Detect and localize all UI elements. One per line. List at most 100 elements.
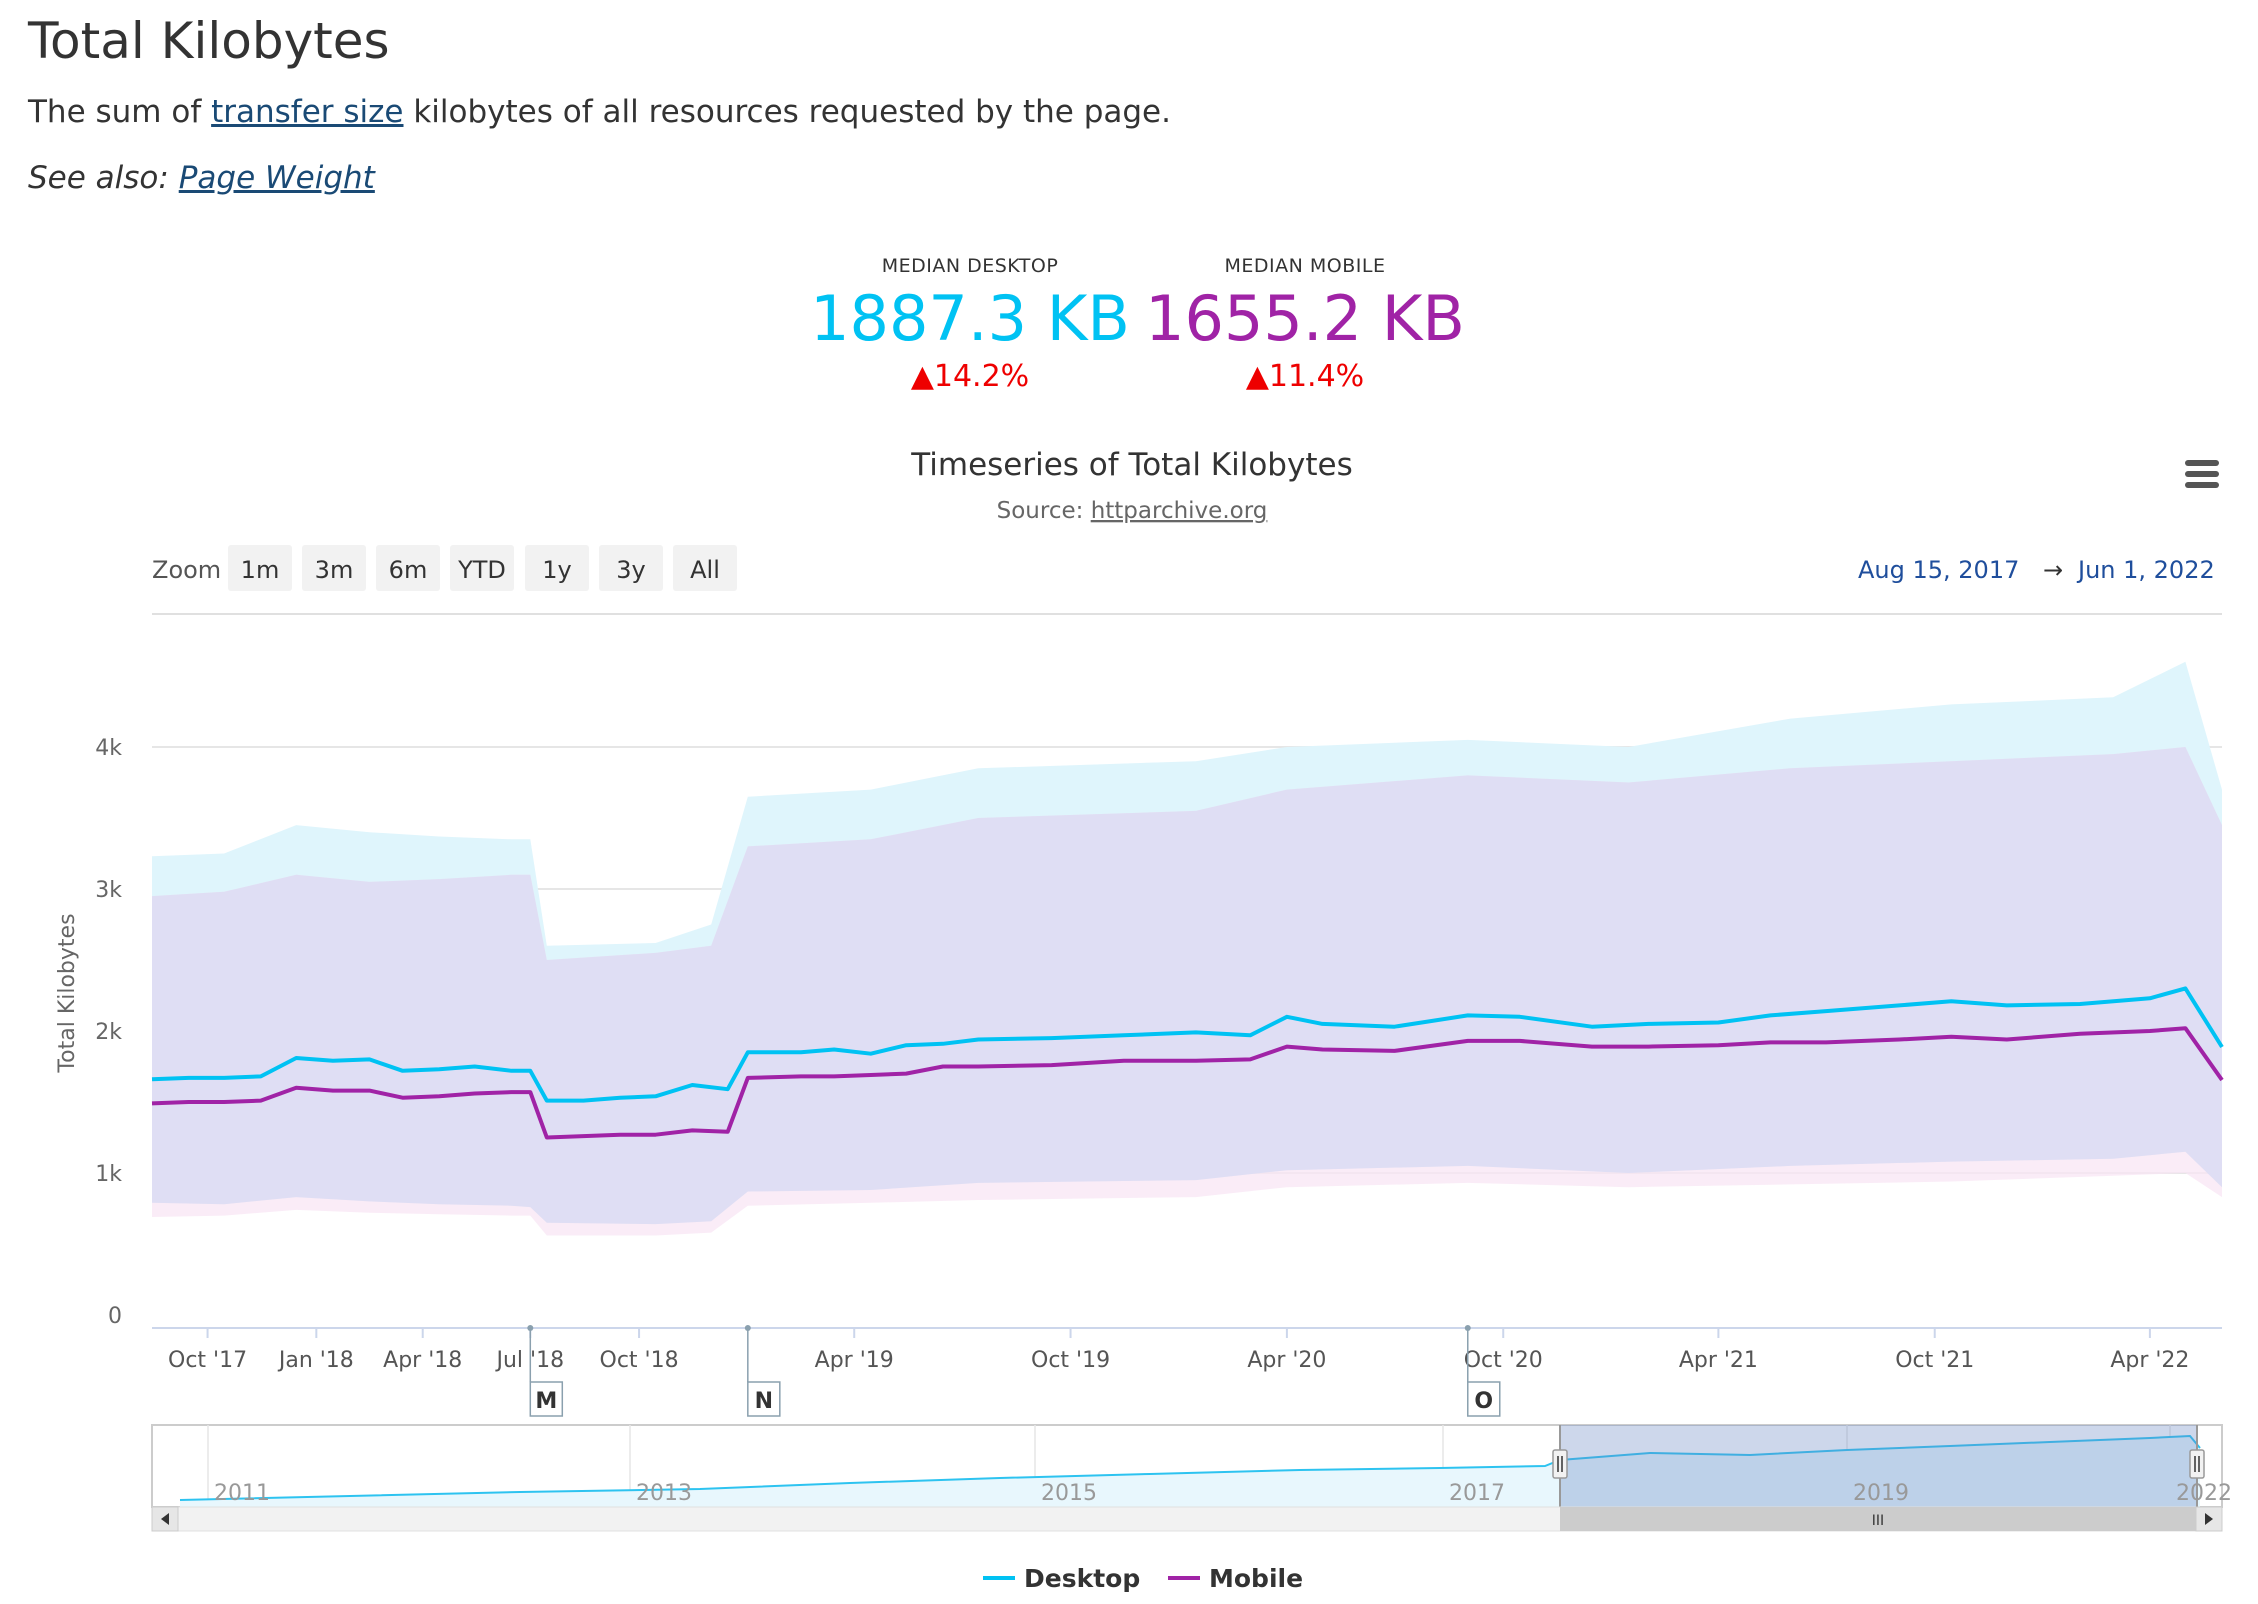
zoom-button-group: 1m 3m 6m YTD 1y 3y All bbox=[228, 545, 737, 591]
legend-item-mobile[interactable]: Mobile bbox=[1168, 1564, 1303, 1593]
x-tick-label: Oct '19 bbox=[1031, 1348, 1110, 1373]
median-desktop-metric: MEDIAN DESKTOP 1887.3 KB ▲14.2% bbox=[770, 255, 1170, 394]
zoom-button-bg bbox=[599, 545, 663, 591]
zoom-button-label: 6m bbox=[389, 556, 428, 584]
zoom-button-label: 1m bbox=[241, 556, 280, 584]
chevron-left-icon bbox=[161, 1513, 169, 1525]
median-mobile-label: MEDIAN MOBILE bbox=[1224, 255, 1386, 277]
zoom-button-all[interactable]: All bbox=[673, 545, 737, 591]
flag-box bbox=[1467, 1381, 1501, 1417]
legend-item-desktop[interactable]: Desktop bbox=[983, 1564, 1140, 1593]
navigator-year-label: 2022 bbox=[2176, 1481, 2232, 1506]
timeseries-chart: Timeseries of Total Kilobytes Source: ht… bbox=[0, 430, 2258, 1600]
zoom-button-label: All bbox=[690, 556, 720, 584]
range-bands bbox=[152, 661, 2222, 1236]
mobile-series-line bbox=[151, 1026, 2224, 1140]
desktop-series-line bbox=[151, 986, 2224, 1103]
x-tick-label: Oct '21 bbox=[1895, 1348, 1974, 1373]
y-tick-label: 4k bbox=[95, 736, 122, 761]
chart-canvas: Timeseries of Total Kilobytes Source: ht… bbox=[55, 447, 2232, 1593]
chart-title: Timeseries of Total Kilobytes bbox=[910, 447, 1352, 483]
median-mobile-metric: MEDIAN MOBILE 1655.2 KB ▲11.4% bbox=[1105, 255, 1505, 394]
flag-anchor bbox=[744, 1325, 751, 1331]
y-axis-title: Total Kilobytes bbox=[55, 913, 80, 1073]
navigator-year-label: 2011 bbox=[214, 1481, 270, 1506]
description-suffix: kilobytes of all resources requested by … bbox=[413, 94, 1171, 130]
flag-box bbox=[747, 1381, 781, 1417]
see-also: See also: Page Weight bbox=[28, 160, 375, 196]
transfer-size-link[interactable]: transfer size bbox=[211, 94, 404, 130]
range-to-date[interactable]: Jun 1, 2022 bbox=[2076, 556, 2215, 584]
chevron-right-icon bbox=[2205, 1513, 2213, 1525]
x-tick-label: Apr '22 bbox=[2110, 1348, 2189, 1373]
zoom-button-bg bbox=[376, 545, 440, 591]
x-tick-label: Jan '18 bbox=[277, 1348, 354, 1373]
navigator-right-handle[interactable] bbox=[2189, 1449, 2205, 1479]
description-prefix: The sum of bbox=[28, 94, 202, 130]
zoom-button-bg bbox=[525, 545, 589, 591]
y-tick-label: 3k bbox=[95, 878, 122, 903]
zoom-button-1m[interactable]: 1m bbox=[228, 545, 292, 591]
y-axis-ticks: 0 1k 2k 3k 4k bbox=[95, 736, 122, 1329]
navigator-scrollbar[interactable]: III bbox=[151, 1506, 2223, 1532]
zoom-button-bg bbox=[673, 545, 737, 591]
x-tick-label: Oct '17 bbox=[168, 1348, 247, 1373]
zoom-button-1y[interactable]: 1y bbox=[525, 545, 589, 591]
zoom-button-bg bbox=[450, 545, 514, 591]
y-tick-label: 2k bbox=[95, 1020, 122, 1045]
zoom-button-bg bbox=[228, 545, 292, 591]
zoom-button-3m[interactable]: 3m bbox=[302, 545, 366, 591]
legend-desktop-label: Desktop bbox=[1024, 1564, 1140, 1593]
zoom-button-label: 3y bbox=[616, 556, 645, 584]
range-arrow: → bbox=[2043, 556, 2063, 584]
hamburger-menu-icon[interactable] bbox=[2185, 460, 2219, 488]
zoom-button-ytd[interactable]: YTD bbox=[450, 545, 514, 591]
see-also-prefix: See also: bbox=[28, 160, 169, 196]
chart-source: Source: httparchive.org bbox=[997, 498, 1268, 524]
zoom-label: Zoom bbox=[152, 556, 221, 584]
scrollbar-grip-icon: III bbox=[1872, 1513, 1884, 1529]
x-tick-label: Apr '21 bbox=[1679, 1348, 1758, 1373]
flag-label: O bbox=[1474, 1389, 1493, 1414]
page-weight-link[interactable]: Page Weight bbox=[178, 160, 375, 196]
overlap-range-band bbox=[152, 747, 2222, 1225]
zoom-button-6m[interactable]: 6m bbox=[376, 545, 440, 591]
median-desktop-value: 1887.3 KB bbox=[810, 282, 1130, 355]
flag-label: M bbox=[535, 1389, 557, 1414]
y-tick-label: 0 bbox=[108, 1304, 122, 1329]
navigator-year-label: 2017 bbox=[1449, 1481, 1505, 1506]
median-mobile-value: 1655.2 KB bbox=[1145, 282, 1465, 355]
navigator-left-handle[interactable] bbox=[1552, 1449, 1568, 1479]
zoom-button-3y[interactable]: 3y bbox=[599, 545, 663, 591]
x-tick-label: Apr '18 bbox=[383, 1348, 462, 1373]
page-title: Total Kilobytes bbox=[28, 12, 390, 70]
x-tick-label: Apr '19 bbox=[815, 1348, 894, 1373]
flag-anchor bbox=[527, 1325, 534, 1331]
y-tick-label: 1k bbox=[95, 1162, 122, 1187]
navigator-year-labels: 2011 2013 2015 2017 2019 2022 bbox=[214, 1481, 2232, 1506]
chart-source-link[interactable]: httparchive.org bbox=[1091, 498, 1268, 524]
flag-box bbox=[529, 1381, 564, 1417]
scrollbar-thumb[interactable] bbox=[1560, 1507, 2197, 1531]
x-tick-label: Oct '18 bbox=[600, 1348, 679, 1373]
navigator-selected-range[interactable] bbox=[1560, 1425, 2197, 1507]
range-from-date[interactable]: Aug 15, 2017 bbox=[1858, 556, 2019, 584]
x-tick-label: Apr '20 bbox=[1247, 1348, 1326, 1373]
zoom-button-label: 3m bbox=[315, 556, 354, 584]
navigator[interactable]: 2011 2013 2015 2017 2019 2022 bbox=[151, 1424, 2232, 1508]
flag-label: N bbox=[755, 1389, 773, 1414]
zoom-button-label: 1y bbox=[542, 556, 571, 584]
navigator-year-label: 2015 bbox=[1041, 1481, 1097, 1506]
median-desktop-label: MEDIAN DESKTOP bbox=[881, 255, 1059, 277]
zoom-button-bg bbox=[302, 545, 366, 591]
legend-mobile-label: Mobile bbox=[1209, 1564, 1303, 1593]
event-flags: M N O bbox=[527, 1325, 1501, 1417]
navigator-year-label: 2019 bbox=[1853, 1481, 1909, 1506]
median-desktop-change: ▲14.2% bbox=[910, 359, 1030, 394]
flag-anchor bbox=[1464, 1325, 1471, 1331]
series-lines bbox=[151, 986, 2224, 1140]
zoom-button-label: YTD bbox=[457, 556, 506, 584]
x-axis-ticks: Oct '17 Jan '18 Apr '18 Jul '18 Oct '18 Apr '… bbox=[168, 1328, 2189, 1373]
median-mobile-change: ▲11.4% bbox=[1245, 359, 1365, 394]
x-tick-label: Jul '18 bbox=[495, 1348, 565, 1373]
